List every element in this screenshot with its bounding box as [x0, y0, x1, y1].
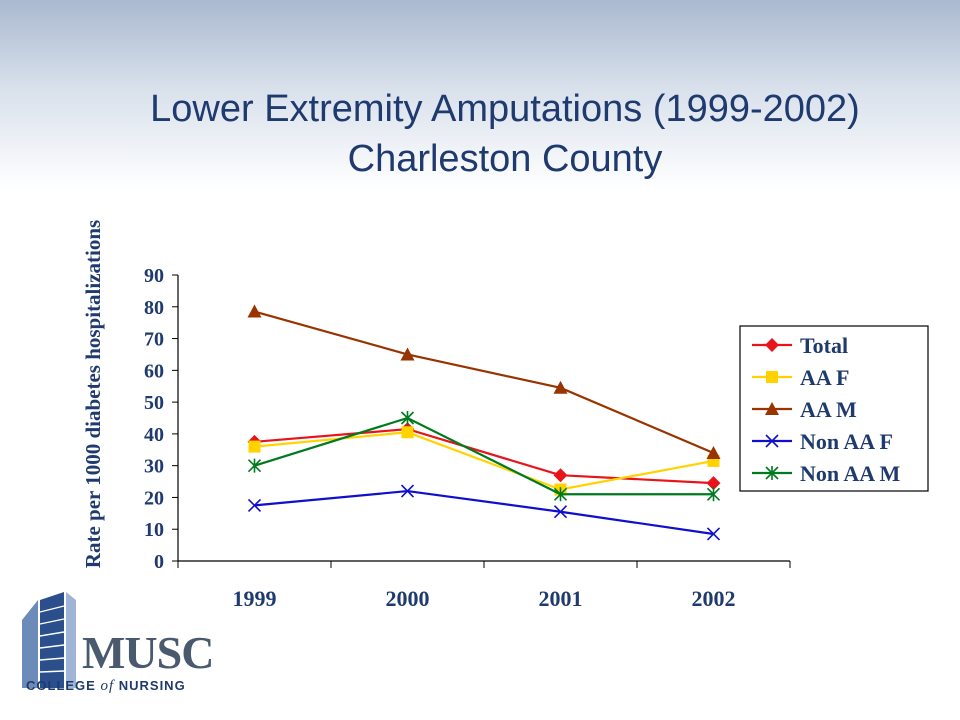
data-point-x — [765, 434, 779, 448]
legend-entry: AA M — [752, 397, 857, 422]
legend-entry: Non AA M — [752, 461, 900, 486]
logo-subtitle: COLLEGE of NURSING — [26, 678, 186, 695]
data-point-x — [400, 484, 415, 498]
data-point-asterisk — [706, 487, 721, 502]
y-tick-label: 50 — [144, 392, 164, 414]
data-point-square — [766, 371, 778, 383]
series-line — [254, 416, 714, 496]
data-point-square — [248, 440, 261, 453]
legend-label: Non AA M — [800, 461, 900, 486]
data-point-square — [401, 426, 414, 439]
data-point-diamond — [553, 468, 568, 483]
y-tick-label: 90 — [144, 265, 164, 287]
legend-label: Total — [800, 333, 848, 358]
slide-title: Lower Extremity Amputations (1999-2002) … — [60, 84, 950, 184]
series-line — [254, 489, 714, 536]
data-point-x — [706, 527, 721, 541]
y-tick-label: 40 — [144, 424, 164, 446]
y-tick-label: 30 — [144, 456, 164, 478]
x-tick-label: 2000 — [386, 586, 430, 611]
slide-title-line-1: Lower Extremity Amputations (1999-2002) — [150, 88, 860, 130]
logo-subtitle-of: of — [100, 678, 115, 694]
y-axis-label: Rate per 1000 diabetes hospitalizations — [81, 220, 105, 568]
data-point-asterisk — [553, 487, 568, 502]
y-tick-label: 0 — [154, 551, 164, 573]
data-point-triangle — [400, 347, 415, 361]
legend-label: AA M — [800, 397, 857, 422]
data-point-triangle — [247, 304, 262, 318]
legend-entry: Total — [752, 333, 848, 358]
slide-title-line-2: Charleston County — [347, 138, 663, 180]
building-logo-icon — [22, 592, 76, 688]
logo-name: MUSC — [82, 627, 214, 678]
data-point-diamond — [706, 476, 721, 491]
logo-subtitle-post: NURSING — [114, 678, 186, 693]
series-line — [254, 431, 714, 491]
data-point-triangle — [765, 402, 779, 415]
y-tick-label: 70 — [144, 329, 164, 351]
x-tick-label: 1999 — [233, 586, 277, 611]
logo-subtitle-pre: COLLEGE — [26, 678, 101, 693]
legend-entry: AA F — [752, 365, 850, 390]
x-tick-label: 2002 — [692, 586, 736, 611]
y-tick-label: 10 — [144, 519, 164, 541]
series-layer — [247, 304, 721, 541]
data-point-asterisk — [765, 466, 779, 480]
data-point-asterisk — [400, 411, 415, 425]
legend: Total AA F AA M Non AA F Non AA M — [739, 325, 929, 492]
legend-entry: Non AA F — [752, 429, 893, 454]
x-tick-label: 2001 — [539, 586, 583, 611]
data-point-x — [247, 498, 262, 512]
series-non-aa-m — [247, 411, 721, 502]
data-point-x — [553, 505, 568, 519]
series-non-aa-f — [247, 484, 721, 541]
musc-logo: MUSC COLLEGE of NURSING — [20, 590, 220, 705]
series-line — [254, 310, 714, 454]
legend-label: AA F — [800, 365, 850, 390]
series-line — [254, 428, 714, 485]
series-aa-m — [247, 304, 721, 459]
data-point-diamond — [765, 338, 779, 352]
y-tick-label: 60 — [144, 360, 164, 382]
legend-label: Non AA F — [800, 429, 893, 454]
data-point-triangle — [706, 445, 721, 459]
y-tick-label: 20 — [144, 487, 164, 509]
data-point-triangle — [553, 380, 568, 394]
axes: 0 10 20 30 40 50 60 70 80 90 1999 2000 2001 2002 — [144, 265, 791, 611]
y-tick-label: 80 — [144, 297, 164, 319]
data-point-asterisk — [247, 458, 262, 473]
